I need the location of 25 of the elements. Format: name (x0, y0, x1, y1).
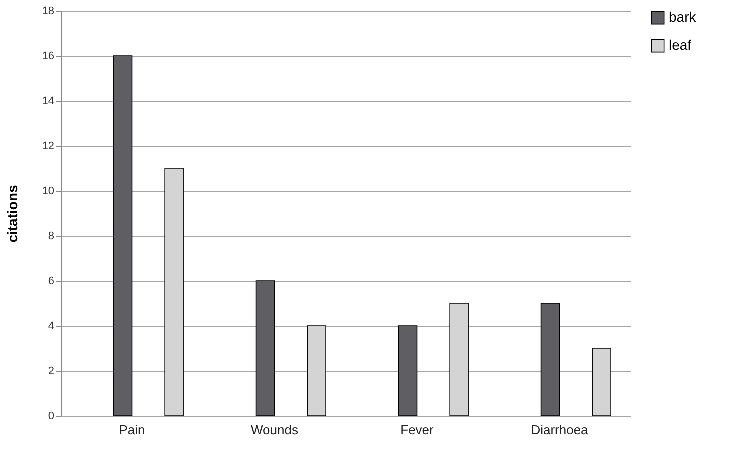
x-tick-label: Pain (119, 422, 146, 438)
bar (256, 280, 276, 416)
bar (307, 326, 326, 416)
legend-label: bark (669, 9, 698, 25)
y-tick-label: 0 (48, 410, 54, 422)
x-tick-label: Fever (400, 422, 435, 438)
bar (450, 303, 469, 416)
legend-label: leaf (669, 37, 692, 53)
x-tick-label: Wounds (251, 422, 299, 438)
y-tick-label: 8 (48, 230, 54, 242)
bar (592, 348, 612, 416)
bar (398, 326, 418, 416)
x-tick-label: Diarrhoea (531, 422, 590, 438)
y-axis-title: citations (4, 185, 20, 243)
y-tick-label: 4 (48, 320, 54, 332)
y-tick-label: 18 (42, 6, 54, 18)
y-tick-label: 12 (42, 140, 54, 152)
bar (540, 303, 560, 416)
y-tick-label: 16 (42, 50, 54, 62)
y-tick-label: 2 (48, 366, 54, 378)
y-tick-label: 10 (42, 186, 54, 198)
bar (113, 56, 133, 416)
y-tick-label: 14 (42, 96, 54, 108)
y-tick-label: 6 (48, 276, 54, 288)
bar (164, 168, 184, 416)
